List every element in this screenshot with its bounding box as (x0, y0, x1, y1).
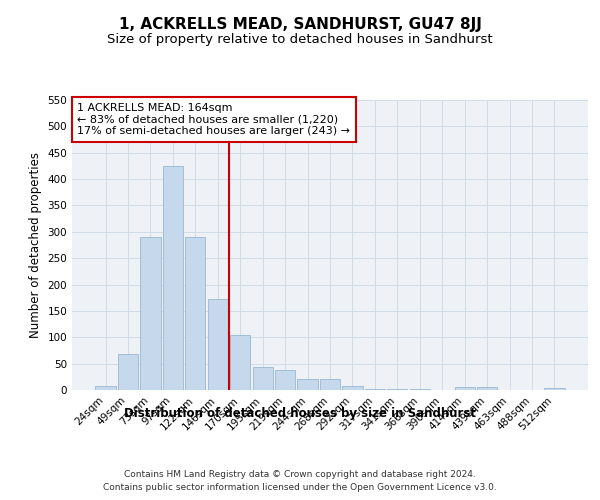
Text: Contains HM Land Registry data © Crown copyright and database right 2024.: Contains HM Land Registry data © Crown c… (124, 470, 476, 479)
Bar (230, 334, 250, 390)
Bar (163, 166, 183, 390)
Bar (343, 386, 362, 390)
Y-axis label: Number of detached properties: Number of detached properties (29, 152, 42, 338)
Text: Contains public sector information licensed under the Open Government Licence v3: Contains public sector information licen… (103, 482, 497, 492)
Text: Size of property relative to detached houses in Sandhurst: Size of property relative to detached ho… (107, 32, 493, 46)
Text: 1 ACKRELLS MEAD: 164sqm
← 83% of detached houses are smaller (1,220)
17% of semi: 1 ACKRELLS MEAD: 164sqm ← 83% of detache… (77, 103, 350, 136)
Bar (140, 237, 161, 390)
Bar (118, 354, 138, 390)
Bar (365, 389, 385, 390)
Bar (275, 370, 295, 390)
Bar (253, 368, 273, 390)
Bar (95, 386, 116, 390)
Bar (544, 388, 565, 390)
Bar (208, 299, 228, 390)
Bar (320, 380, 340, 390)
Bar (298, 380, 317, 390)
Bar (185, 237, 205, 390)
Bar (455, 388, 475, 390)
Text: Distribution of detached houses by size in Sandhurst: Distribution of detached houses by size … (124, 408, 476, 420)
Bar (477, 388, 497, 390)
Text: 1, ACKRELLS MEAD, SANDHURST, GU47 8JJ: 1, ACKRELLS MEAD, SANDHURST, GU47 8JJ (119, 18, 481, 32)
